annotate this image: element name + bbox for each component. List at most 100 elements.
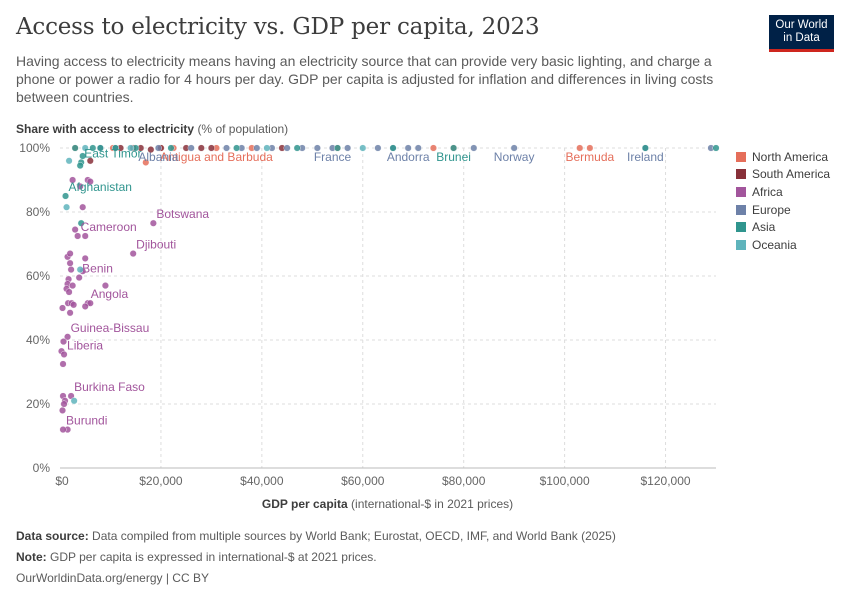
data-point <box>81 254 89 262</box>
data-point <box>149 219 157 227</box>
legend-swatch <box>736 186 746 197</box>
point-label: Djibouti <box>136 238 176 252</box>
y-axis-label-unit: (% of population) <box>197 122 289 136</box>
chart-title: Access to electricity vs. GDP per capita… <box>16 14 540 40</box>
point-label: East Timor <box>84 146 141 160</box>
legend-label: Oceania <box>752 237 797 252</box>
data-point <box>223 144 231 152</box>
legend-item[interactable]: Europe <box>736 201 830 219</box>
data-point <box>77 219 85 227</box>
footer-credit[interactable]: OurWorldinData.org/energy | CC BY <box>16 571 209 585</box>
x-tick-label: $60,000 <box>341 474 385 488</box>
footer-note: Note: GDP per capita is expressed in int… <box>16 550 377 564</box>
legend-swatch <box>736 239 746 250</box>
logo-line-1: Our World <box>775 19 828 31</box>
data-point <box>96 144 104 152</box>
x-tick-label: $20,000 <box>139 474 183 488</box>
data-point <box>60 350 68 358</box>
data-point <box>293 144 301 152</box>
point-label: Guinea-Bissau <box>71 321 150 335</box>
data-point <box>313 144 321 152</box>
legend-item[interactable]: South America <box>736 166 830 184</box>
data-point <box>154 144 162 152</box>
data-point <box>283 144 291 152</box>
data-point <box>59 304 67 312</box>
data-point <box>344 144 352 152</box>
data-point <box>127 144 135 152</box>
point-label: Andorra <box>387 150 430 164</box>
data-point <box>66 309 74 317</box>
data-point <box>60 338 68 346</box>
footer-source-label: Data source: <box>16 529 89 543</box>
x-axis-label-unit: (international-$ in 2021 prices) <box>351 497 514 511</box>
legend-label: Africa <box>752 184 783 199</box>
y-tick-label: 20% <box>26 397 50 411</box>
data-point <box>187 144 195 152</box>
point-label: Botswana <box>156 207 209 221</box>
y-axis-label-bold: Share with access to electricity <box>16 122 195 136</box>
x-tick-label: $100,000 <box>540 474 590 488</box>
data-point <box>60 400 68 408</box>
data-point <box>404 144 412 152</box>
legend-item[interactable]: Africa <box>736 183 830 201</box>
legend-label: South America <box>752 167 831 182</box>
data-point <box>167 144 175 152</box>
point-label: Benin <box>82 262 113 276</box>
data-point <box>81 232 89 240</box>
legend-swatch <box>736 151 746 162</box>
point-label: Bermuda <box>565 150 614 164</box>
point-label: Burkina Faso <box>74 380 145 394</box>
legend-swatch <box>736 169 746 180</box>
point-label: Liberia <box>67 338 103 352</box>
data-point <box>76 182 84 190</box>
y-tick-label: 80% <box>26 205 50 219</box>
data-point <box>74 232 82 240</box>
legend-item[interactable]: Asia <box>736 218 830 236</box>
footer-note-label: Note: <box>16 550 47 564</box>
point-label: Ireland <box>627 150 664 164</box>
point-label: Burundi <box>66 414 107 428</box>
data-point <box>71 144 79 152</box>
footer-source-text: Data compiled from multiple sources by W… <box>92 529 616 543</box>
footer-source: Data source: Data compiled from multiple… <box>16 529 616 543</box>
data-point <box>470 144 478 152</box>
x-tick-label: $40,000 <box>240 474 284 488</box>
data-point <box>586 144 594 152</box>
data-point <box>65 288 73 296</box>
data-point <box>86 157 94 165</box>
data-point <box>67 266 75 274</box>
data-point <box>263 144 271 152</box>
y-tick-label: 100% <box>19 141 50 155</box>
data-point <box>129 250 137 258</box>
data-point <box>59 406 67 414</box>
data-point <box>64 333 72 341</box>
data-point <box>69 176 77 184</box>
data-point <box>450 144 458 152</box>
point-label: Antigua and Barbuda <box>160 150 273 164</box>
point-label: France <box>314 150 352 164</box>
footer-note-text: GDP per capita is expressed in internati… <box>50 550 377 564</box>
data-point <box>75 274 83 282</box>
data-point <box>253 144 261 152</box>
legend-item[interactable]: North America <box>736 148 830 166</box>
point-label: Albania <box>138 150 178 164</box>
data-point <box>429 144 437 152</box>
data-point <box>79 203 87 211</box>
owid-logo[interactable]: Our World in Data <box>769 15 834 52</box>
point-label: Afghanistan <box>69 180 132 194</box>
data-point <box>197 144 205 152</box>
point-label: Cameroon <box>81 220 137 234</box>
data-point <box>81 144 89 152</box>
logo-line-2: in Data <box>783 32 820 44</box>
legend: North America South America Africa Europe As… <box>736 148 830 254</box>
data-point <box>65 157 73 165</box>
legend-swatch <box>736 222 746 233</box>
legend-label: Europe <box>752 202 791 217</box>
data-point <box>414 144 422 152</box>
data-point <box>334 144 342 152</box>
data-point <box>147 146 155 154</box>
data-point <box>374 144 382 152</box>
legend-item[interactable]: Oceania <box>736 236 830 254</box>
legend-swatch <box>736 204 746 215</box>
data-point <box>76 162 84 170</box>
